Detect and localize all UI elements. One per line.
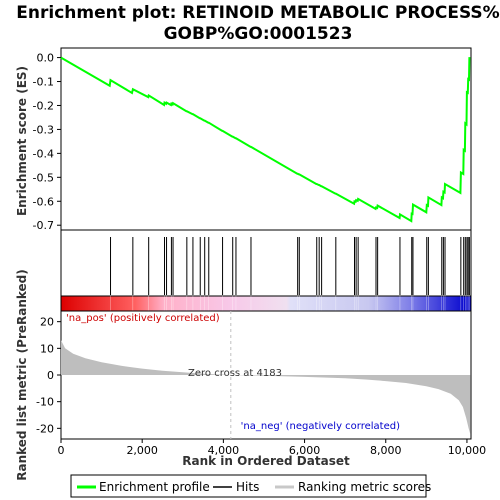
es-axis-label: Enrichment score (ES) (15, 66, 29, 216)
x-tick-label: 10,000 (448, 444, 487, 457)
metric-tick-label: 10 (40, 342, 54, 355)
pos-correlation-label: 'na_pos' (positively correlated) (66, 313, 220, 324)
hit-markers (110, 237, 470, 295)
metric-tick-label: 0 (47, 369, 54, 382)
es-tick-label: -0.6 (33, 195, 54, 208)
es-tick-label: -0.1 (33, 76, 54, 89)
es-tick-label: -0.5 (33, 171, 54, 184)
chart-title-line2: GOBP%GO:0001523 (164, 24, 353, 44)
legend-ranking-label: Ranking metric scores (298, 480, 431, 494)
metric-tick-label: -20 (36, 422, 54, 435)
x-tick-label: 4,000 (208, 444, 240, 457)
es-plot-frame (60, 47, 472, 231)
es-tick-label: -0.4 (33, 147, 54, 160)
enrichment-profile-line (60, 56, 471, 223)
x-tick-label: 6,000 (289, 444, 321, 457)
metric-axis-label: Ranked list metric (PreRanked) (15, 269, 29, 481)
metric-tick-label: -10 (36, 396, 54, 409)
metric-tick-label: 20 (40, 316, 54, 329)
es-tick-label: 0.0 (37, 52, 55, 65)
es-tick-label: -0.3 (33, 123, 54, 136)
x-tick-label: 2,000 (126, 444, 158, 457)
x-tick-label: 8,000 (370, 444, 402, 457)
legend-hits-label: Hits (236, 480, 259, 494)
rank-color-bar (60, 295, 472, 312)
es-ticks: 0.0 -0.1 -0.2 -0.3 -0.4 -0.5 -0.6 -0.7 (33, 52, 61, 232)
x-axis-label: Rank in Ordered Dataset (182, 454, 350, 468)
chart-title-line1: Enrichment plot: RETINOID METABOLIC PROC… (16, 3, 499, 23)
metric-ticks: 20 10 0 -10 -20 (36, 316, 61, 435)
es-tick-label: -0.7 (33, 219, 54, 232)
x-tick-label: 0 (58, 444, 65, 457)
neg-correlation-label: 'na_neg' (negatively correlated) (241, 421, 400, 432)
legend-enrichment-label: Enrichment profile (99, 480, 210, 494)
legend-box (70, 474, 427, 498)
es-tick-label: -0.2 (33, 99, 54, 112)
x-ticks: 0 2,000 4,000 6,000 8,000 10,000 (58, 439, 487, 457)
colorbar-hit-marks (110, 296, 470, 311)
zero-cross-label: Zero cross at 4183 (188, 368, 282, 379)
hits-panel (60, 229, 472, 297)
